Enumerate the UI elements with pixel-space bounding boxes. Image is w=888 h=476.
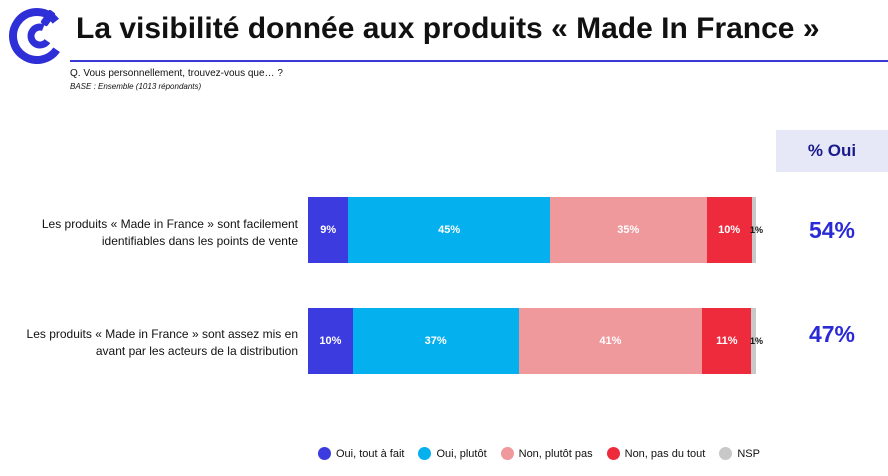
bar-segment-oui_plutot: 45% bbox=[348, 197, 550, 263]
bar-segment-non_pas_du_tout: 11% bbox=[702, 308, 752, 374]
pct-oui-header: % Oui bbox=[776, 130, 888, 172]
bar-segment-nsp: 1% bbox=[750, 197, 763, 263]
legend-label: Oui, plutôt bbox=[436, 447, 487, 460]
data-label: 11% bbox=[716, 335, 738, 347]
pct-oui-value: 47% bbox=[808, 321, 856, 347]
legend-swatch bbox=[500, 447, 514, 460]
legend-item-oui_tout_a_fait: Oui, tout à fait bbox=[318, 447, 404, 460]
legend-label: Non, pas du tout bbox=[624, 447, 706, 460]
legend-swatch bbox=[318, 447, 331, 460]
base-text: BASE : Ensemble (1013 répondants) bbox=[70, 82, 202, 91]
data-label: 37% bbox=[424, 335, 447, 347]
bar-segment-non_pas_du_tout: 10% bbox=[706, 197, 752, 263]
stacked-bar: 9% 45% 35% 10% 1% bbox=[308, 197, 763, 263]
bar-segment-oui_plutot: 37% bbox=[352, 308, 519, 374]
legend-swatch bbox=[719, 447, 733, 460]
legend-label: Non, plutôt pas bbox=[518, 447, 593, 460]
data-label: 10% bbox=[319, 335, 342, 347]
data-label: 1% bbox=[749, 336, 763, 346]
bar-segment-non_plutot_pas: 41% bbox=[518, 308, 703, 374]
legend-item-oui_plutot: Oui, plutôt bbox=[418, 447, 487, 460]
chart-legend: Oui, tout à fait Oui, plutôt Non, plutôt p… bbox=[318, 447, 760, 460]
bar-segment-oui_tout_a_fait: 10% bbox=[308, 308, 353, 374]
page-title: La visibilité donnée aux produits « Made… bbox=[76, 12, 820, 45]
data-label: 35% bbox=[617, 224, 640, 236]
legend-swatch bbox=[418, 447, 432, 460]
data-label: 45% bbox=[438, 224, 461, 236]
stacked-bar: 10% 37% 41% 11% 1% bbox=[308, 308, 763, 374]
row-label: Les produits « Made in France » sont fac… bbox=[41, 217, 298, 248]
data-label: 9% bbox=[320, 224, 337, 236]
data-label: 10% bbox=[718, 224, 741, 236]
legend-item-nsp: NSP bbox=[719, 447, 760, 460]
brand-logo bbox=[9, 8, 65, 64]
legend-swatch bbox=[606, 447, 620, 460]
bar-segment-oui_tout_a_fait: 9% bbox=[308, 197, 349, 263]
pct-oui-value: 54% bbox=[808, 217, 856, 243]
data-label: 1% bbox=[749, 225, 763, 235]
legend-label: Oui, tout à fait bbox=[336, 447, 405, 460]
bar-segment-nsp: 1% bbox=[750, 308, 763, 374]
bar-segment-non_plutot_pas: 35% bbox=[549, 197, 707, 263]
legend-item-non_plutot_pas: Non, plutôt pas bbox=[500, 447, 593, 460]
title-divider bbox=[70, 60, 888, 62]
row-label: Les produits « Made in France » sont ass… bbox=[26, 327, 298, 358]
legend-item-non_pas_du_tout: Non, pas du tout bbox=[606, 447, 706, 460]
question-text: Q. Vous personnellement, trouvez-vous qu… bbox=[70, 68, 283, 79]
legend-label: NSP bbox=[737, 447, 760, 460]
data-label: 41% bbox=[599, 335, 622, 347]
